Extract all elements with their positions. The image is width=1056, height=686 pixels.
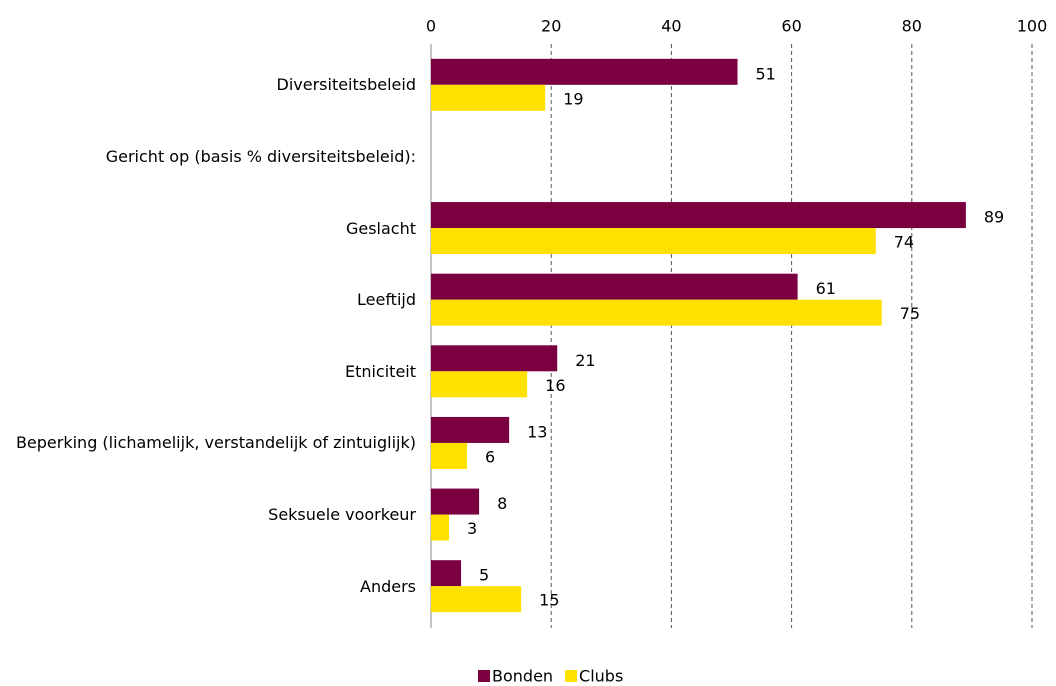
- value-label: 61: [816, 279, 836, 298]
- category-label-box: Etniciteit: [4, 336, 416, 408]
- x-tick-label: 100: [1017, 17, 1048, 36]
- x-tick-label: 0: [426, 17, 436, 36]
- bar: [431, 84, 546, 111]
- bar: [431, 560, 462, 587]
- category-label-box: Leeftijd: [4, 264, 416, 336]
- category-label-box: Anders: [4, 550, 416, 622]
- category-label-box: Diversiteitsbeleid: [4, 49, 417, 121]
- value-label: 19: [563, 89, 583, 108]
- bar: [431, 371, 528, 398]
- y-tick-label: Anders: [360, 576, 416, 596]
- legend-label: Clubs: [579, 667, 623, 686]
- legend-swatch: [478, 670, 490, 682]
- bar: [431, 442, 468, 469]
- bar: [431, 202, 966, 229]
- x-tick-label: 80: [902, 17, 922, 36]
- value-label: 6: [485, 447, 495, 466]
- y-tick-label: Beperking (lichamelijk, verstandelijk of…: [15, 433, 416, 453]
- y-tick-label: Diversiteitsbeleid: [276, 75, 417, 95]
- y-tick-label: Leeftijd: [357, 290, 416, 310]
- bar: [431, 228, 876, 255]
- value-label: 89: [984, 208, 1004, 227]
- y-tick-label: Gericht op (basis % diversiteitsbeleid):: [105, 146, 416, 166]
- value-label: 21: [575, 351, 595, 370]
- x-tick-label: 20: [541, 17, 561, 36]
- x-tick-label: 40: [661, 17, 681, 36]
- category-label-box: Seksuele voorkeur: [4, 479, 416, 551]
- value-label: 3: [467, 519, 477, 538]
- category-label-box: Gericht op (basis % diversiteitsbeleid):: [4, 121, 416, 193]
- value-label: 15: [539, 591, 559, 610]
- category-label-box: Beperking (lichamelijk, verstandelijk of…: [4, 407, 416, 479]
- bar: [431, 586, 522, 613]
- value-label: 51: [756, 64, 776, 83]
- value-label: 5: [479, 566, 489, 585]
- y-tick-label: Etniciteit: [344, 361, 416, 381]
- y-tick-label: Seksuele voorkeur: [268, 505, 416, 525]
- x-tick-label: 60: [781, 17, 801, 36]
- y-tick-label: Geslacht: [345, 218, 416, 238]
- legend-swatch: [565, 670, 578, 682]
- category-label-box: Geslacht: [4, 192, 416, 264]
- bar: [431, 416, 510, 443]
- value-label: 16: [545, 376, 565, 395]
- bar: [431, 514, 450, 541]
- value-label: 74: [894, 233, 914, 252]
- value-label: 75: [900, 304, 920, 323]
- bar: [431, 273, 798, 300]
- value-label: 8: [497, 494, 507, 513]
- bar: [431, 58, 738, 85]
- legend-label: Bonden: [492, 667, 553, 686]
- bar: [431, 345, 558, 372]
- value-label: 13: [527, 422, 547, 441]
- bar: [431, 299, 882, 326]
- bar: [431, 488, 480, 515]
